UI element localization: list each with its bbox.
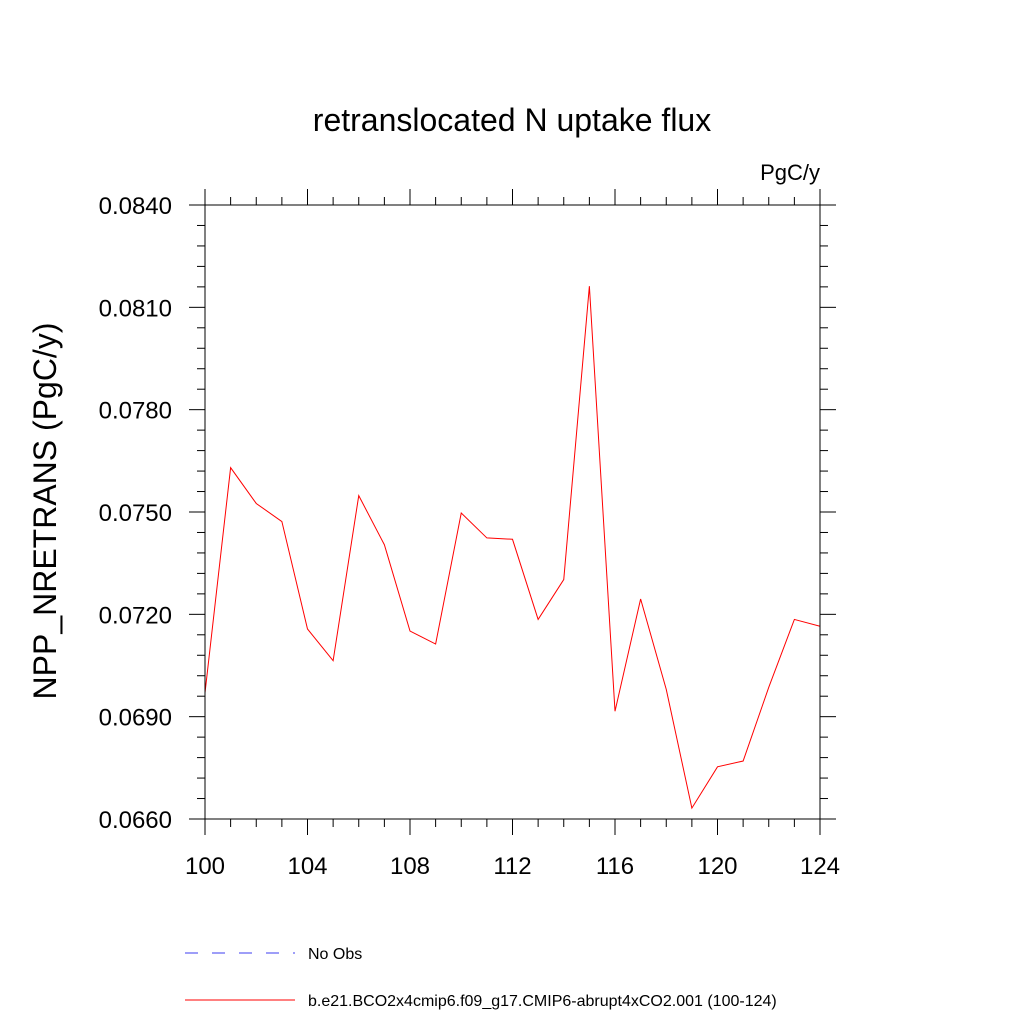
y-tick-label: 0.0720 bbox=[99, 602, 172, 629]
plot-frame bbox=[204, 204, 821, 820]
axis-ticks bbox=[189, 189, 836, 835]
y-tick-label: 0.0660 bbox=[99, 807, 172, 834]
y-tick-label: 0.0750 bbox=[99, 500, 172, 527]
x-tick-label: 108 bbox=[390, 853, 430, 880]
units-label: PgC/y bbox=[760, 160, 820, 185]
legend-label-no-obs: No Obs bbox=[308, 946, 362, 963]
series-line-1 bbox=[204, 286, 821, 810]
y-tick-label: 0.0840 bbox=[99, 193, 172, 220]
series-layer bbox=[204, 286, 821, 810]
x-tick-label: 124 bbox=[800, 853, 840, 880]
y-axis-label: NPP_NRETRANS (PgC/y) bbox=[27, 323, 63, 700]
y-tick-label: 0.0690 bbox=[99, 705, 172, 732]
x-tick-label: 104 bbox=[287, 853, 327, 880]
tick-labels: 100 104 108 112 116 120 124 0.0660 0.0690 0.0720 0… bbox=[99, 193, 840, 880]
chart-title: retranslocated N uptake flux bbox=[313, 102, 711, 138]
x-tick-label: 116 bbox=[596, 853, 634, 880]
y-tick-label: 0.0810 bbox=[99, 295, 172, 322]
x-tick-label: 120 bbox=[697, 853, 737, 880]
y-tick-label: 0.0780 bbox=[99, 398, 172, 425]
legend-label-model-run: b.e21.BCO2x4cmip6.f09_g17.CMIP6-abrupt4x… bbox=[308, 993, 777, 1010]
legend: No Obs b.e21.BCO2x4cmip6.f09_g17.CMIP6-a… bbox=[185, 946, 777, 1010]
x-tick-label: 112 bbox=[493, 853, 531, 880]
x-tick-label: 100 bbox=[185, 853, 225, 880]
